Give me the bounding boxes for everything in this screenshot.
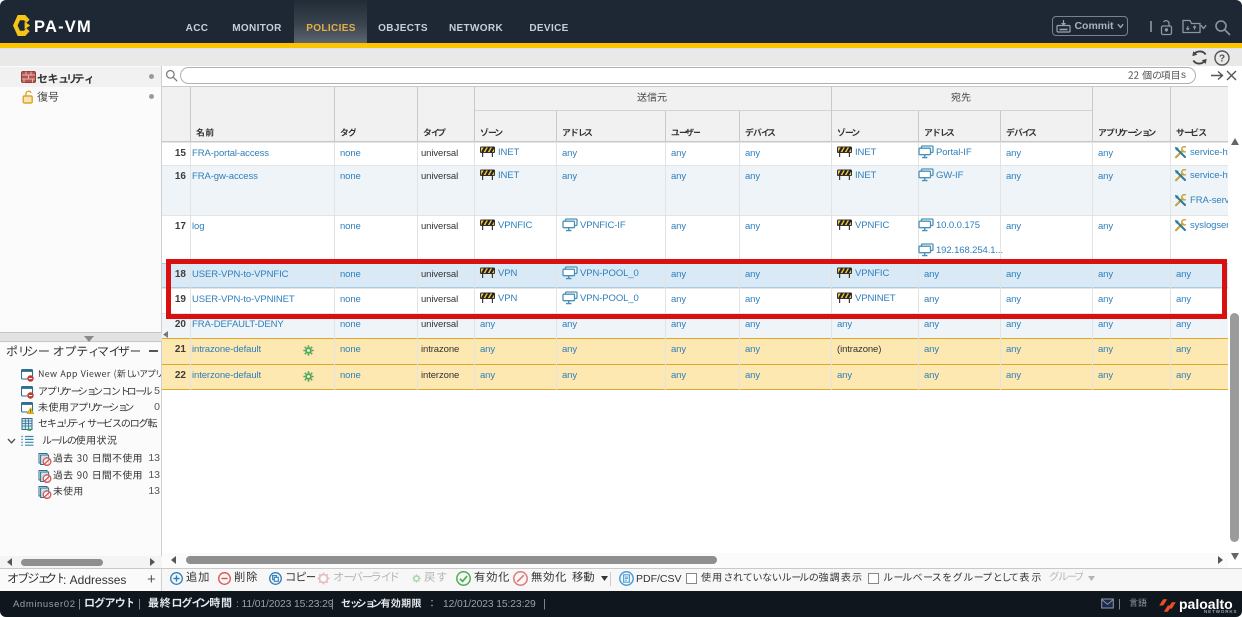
svg-text:?: ? (1219, 54, 1225, 65)
